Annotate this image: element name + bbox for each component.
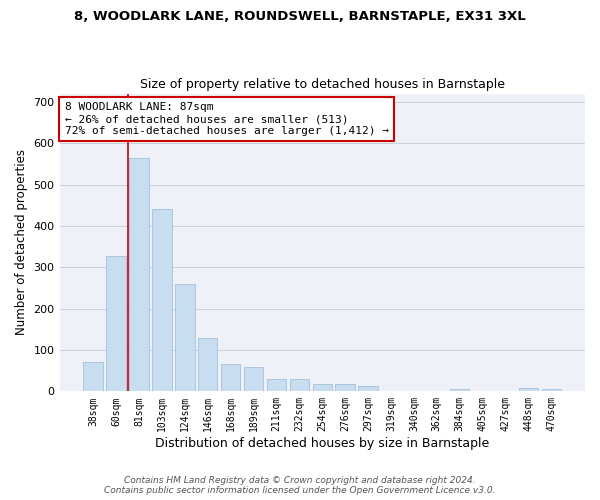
Bar <box>152 210 172 392</box>
Bar <box>221 364 241 392</box>
Text: 8 WOODLARK LANE: 87sqm
← 26% of detached houses are smaller (513)
72% of semi-de: 8 WOODLARK LANE: 87sqm ← 26% of detached… <box>65 102 389 136</box>
Text: 8, WOODLARK LANE, ROUNDSWELL, BARNSTAPLE, EX31 3XL: 8, WOODLARK LANE, ROUNDSWELL, BARNSTAPLE… <box>74 10 526 23</box>
Bar <box>290 379 309 392</box>
Title: Size of property relative to detached houses in Barnstaple: Size of property relative to detached ho… <box>140 78 505 91</box>
Bar <box>175 284 194 392</box>
Y-axis label: Number of detached properties: Number of detached properties <box>15 150 28 336</box>
Bar <box>335 384 355 392</box>
Bar <box>106 256 126 392</box>
Bar <box>542 390 561 392</box>
Bar <box>244 366 263 392</box>
Bar <box>519 388 538 392</box>
Text: Contains HM Land Registry data © Crown copyright and database right 2024.
Contai: Contains HM Land Registry data © Crown c… <box>104 476 496 495</box>
X-axis label: Distribution of detached houses by size in Barnstaple: Distribution of detached houses by size … <box>155 437 490 450</box>
Bar <box>450 390 469 392</box>
Bar <box>358 386 378 392</box>
Bar <box>267 379 286 392</box>
Bar <box>83 362 103 392</box>
Bar <box>129 158 149 392</box>
Bar <box>198 338 217 392</box>
Bar <box>313 384 332 392</box>
